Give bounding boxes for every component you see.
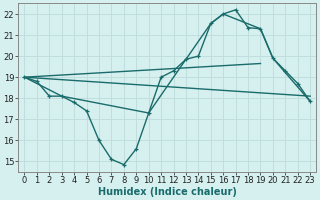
X-axis label: Humidex (Indice chaleur): Humidex (Indice chaleur) bbox=[98, 187, 237, 197]
